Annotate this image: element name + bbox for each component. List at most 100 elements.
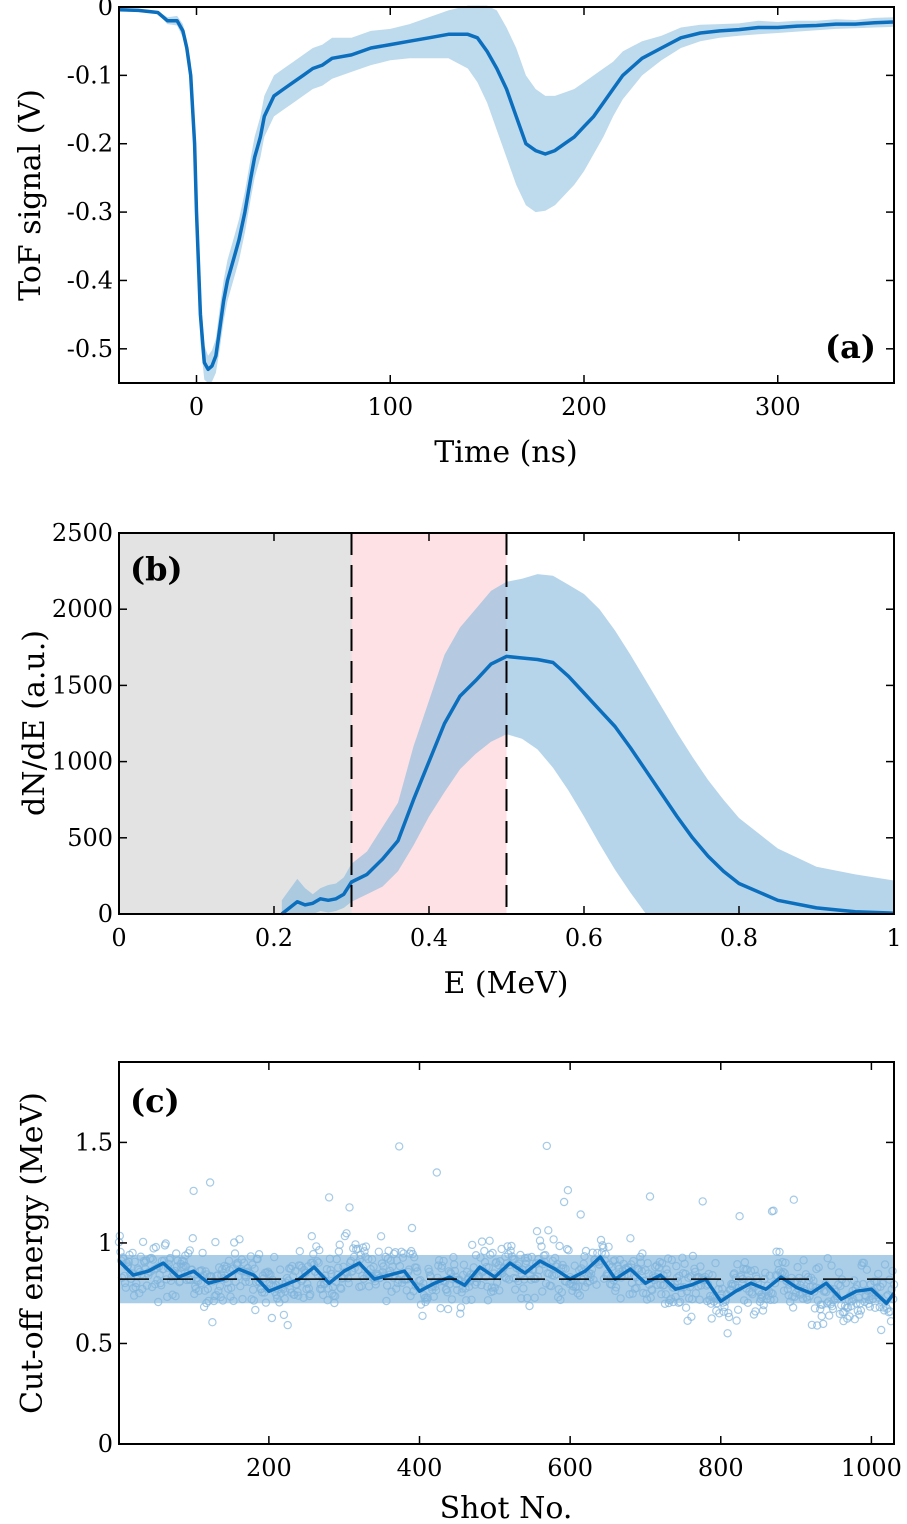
panel-b-mean-line [280, 654, 895, 916]
panel-c-shot-point [480, 1246, 489, 1256]
panel-c-shot-point [151, 1242, 161, 1252]
panel-c-shot-point [724, 1312, 734, 1322]
panel-c-shot-point [398, 1253, 408, 1262]
panel-c-xlabel: Shot No. [440, 1491, 573, 1524]
panel-c-shot-point [488, 1248, 497, 1258]
x-tick-label: 0 [189, 393, 204, 421]
panel-c-shot-point [823, 1253, 832, 1263]
panel-c-shot-point [663, 1269, 672, 1278]
panel-c-shot-point [812, 1264, 821, 1274]
panel-c-shot-point [556, 1295, 565, 1305]
panel-c-shot-point [793, 1262, 802, 1272]
panel-a-xlabel: Time (ns) [434, 435, 577, 470]
panel-c-shot-point [733, 1305, 743, 1315]
panel-c-shot-point [354, 1265, 363, 1275]
panel-b-ticks: 0 0.2 0.4 0.6 0.8 1 0 500 1000 1500 2000 2500 [52, 519, 902, 952]
panel-c-shot-point [456, 1309, 465, 1318]
panel-a-label: (a) [825, 328, 876, 366]
y-tick-label: -0.3 [67, 198, 113, 226]
panel-c-shot-point [432, 1168, 441, 1177]
panel-c-shot-point [661, 1290, 671, 1299]
panel-c-shot-point [367, 1254, 377, 1264]
panel-c-shot-point [733, 1259, 742, 1269]
panel-c-shot-point [611, 1286, 620, 1296]
panel-c-shot-point [188, 1233, 197, 1243]
panel-c-shot-point [425, 1267, 434, 1277]
panel-c-shot-point [249, 1296, 258, 1305]
panel-c-shot-point [828, 1304, 838, 1314]
panel-c-shot-point [648, 1285, 657, 1295]
panel-c-shot-point [743, 1298, 753, 1308]
panel-c-shot-point [327, 1269, 336, 1279]
panel-c-shot-point [817, 1311, 826, 1321]
panel-c-shot-point [775, 1247, 784, 1257]
panel-c-shot-point [236, 1281, 245, 1291]
panel-c-shot-point [647, 1285, 656, 1294]
panel-c-shot-point [279, 1310, 289, 1320]
y-tick-label: -0.4 [67, 266, 113, 294]
panel-c-shot-point [369, 1262, 378, 1272]
panel-c-shot-point [389, 1249, 399, 1259]
panel-a-axes-box [118, 6, 895, 384]
panel-c-shot-point [303, 1279, 312, 1288]
panel-c-shot-point [719, 1307, 729, 1316]
panel-c-shot-point [230, 1249, 240, 1258]
panel-c-shot-point [196, 1278, 206, 1288]
panel-c-label: (c) [130, 1082, 180, 1120]
panel-c-shot-point [283, 1320, 292, 1330]
panel-c-shot-point [198, 1248, 207, 1258]
panel-c-axes-box [118, 1061, 895, 1445]
panel-c-shot-point [495, 1286, 504, 1295]
panel-c-shot-point [715, 1309, 724, 1318]
panel-c-shot-point [698, 1197, 707, 1206]
panel-c-shot-point [253, 1254, 262, 1264]
panel-c-shot-point [392, 1284, 401, 1293]
panel-c-shot-point [628, 1289, 637, 1298]
panel-c-shot-point [483, 1296, 493, 1305]
panel-c-shot-point [576, 1210, 585, 1219]
panel-c-shot-point [646, 1293, 655, 1303]
x-tick-label: 1 [886, 924, 901, 952]
panel-c-shot-point [517, 1294, 526, 1303]
panel-c-shot-point [758, 1292, 767, 1302]
panel-c-shot-point [555, 1241, 564, 1251]
panel-c-shot-point [643, 1258, 652, 1268]
panel-c-shot-point [772, 1247, 781, 1256]
panel-c-shot-point [471, 1250, 481, 1260]
panel-c-shot-point [607, 1280, 616, 1289]
panel-c-shot-point [629, 1256, 638, 1266]
y-tick-label: 0 [98, 900, 113, 928]
x-tick-label: 300 [755, 393, 801, 421]
panel-c-shot-point [374, 1247, 383, 1257]
panel-b-chart: 0 0.2 0.4 0.6 0.8 1 0 500 1000 1500 2000 2500 (b) E… [17, 519, 902, 1001]
panel-c-shot-point [453, 1285, 462, 1295]
panel-c-shot-point [138, 1237, 148, 1247]
panel-c-shot-point [142, 1281, 152, 1290]
panel-a-ticks: 0 100 200 300 0 -0.1 -0.2 -0.3 -0.4 -0.5 [67, 0, 894, 421]
panel-c-shot-point [281, 1287, 290, 1296]
panel-c-shot-point [557, 1288, 567, 1297]
panel-c-shot-point [711, 1258, 720, 1268]
panel-c-shot-point [467, 1295, 476, 1305]
panel-c-shot-point [523, 1253, 533, 1262]
panel-c-shot-point [207, 1272, 216, 1282]
panel-c-shot-point [887, 1285, 896, 1294]
panel-c-shot-point [224, 1256, 234, 1266]
panel-c-shot-point [810, 1304, 820, 1313]
panel-b-label: (b) [130, 550, 183, 588]
panel-c-shot-point [625, 1290, 634, 1299]
y-tick-label: -0.5 [67, 335, 113, 363]
panel-c-shot-point [140, 1258, 149, 1267]
panel-c-shot-point [412, 1263, 421, 1272]
panel-c-shot-point [750, 1265, 759, 1275]
panel-c-shot-point [592, 1280, 601, 1289]
panel-c-shot-point [542, 1141, 552, 1151]
panel-c-shot-point [342, 1229, 351, 1238]
panel-c-shot-point [150, 1279, 160, 1289]
panel-c-shot-point [397, 1247, 406, 1257]
panel-c-shot-point [862, 1265, 872, 1274]
panel-c-shot-point [270, 1252, 279, 1262]
panel-c-shot-point [266, 1270, 275, 1279]
panel-c-shot-point [490, 1283, 499, 1292]
panel-c-shot-point [561, 1264, 570, 1274]
